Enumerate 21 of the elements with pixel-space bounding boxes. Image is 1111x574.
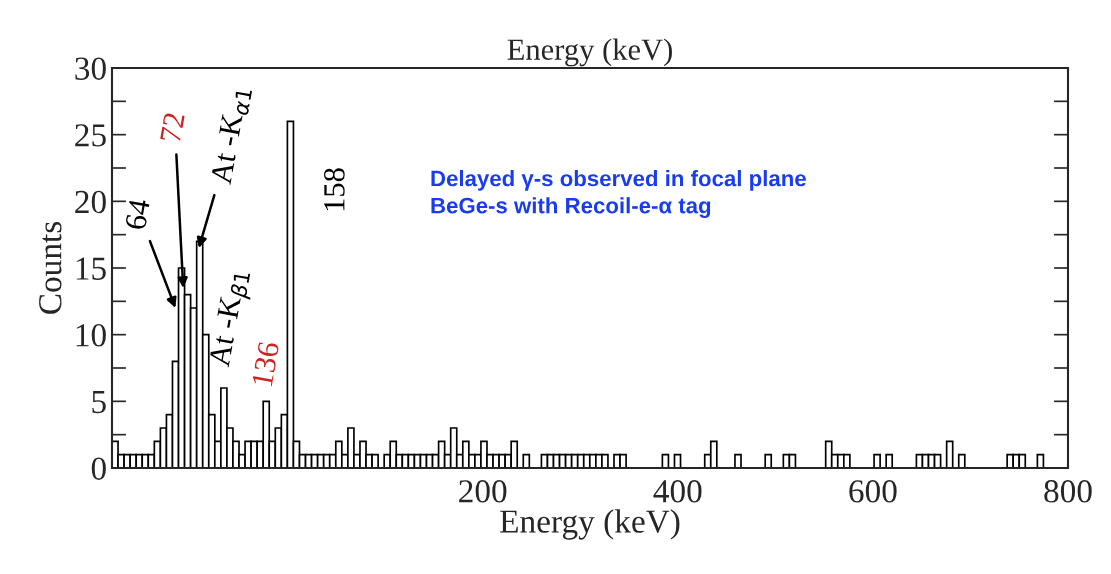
annotation: 136 [251, 341, 280, 387]
annotation: At -K$_{α1}$ [210, 86, 253, 186]
y-tick-label: 20 [75, 190, 106, 214]
x-tick-label: 800 [1044, 480, 1092, 503]
annotation: 64 [124, 198, 151, 231]
y-tick-label: 5 [92, 391, 106, 414]
x-tick-label: 200 [459, 480, 507, 503]
x-tick-label: 600 [849, 480, 897, 503]
annotation: Delayed γ-s observed in focal plane BeGe-s with Recoil-e-α tag [431, 170, 806, 218]
x-axis-title: Energy (keV) [500, 509, 680, 540]
chart-title: Energy (keV) [507, 38, 672, 67]
y-tick-label: 0 [91, 457, 106, 480]
y-tick-label: 25 [75, 124, 106, 147]
y-tick-label: 15 [76, 257, 106, 280]
y-tick-label: 30 [75, 57, 106, 80]
x-tick-label: 400 [653, 480, 702, 503]
annotation: 72 [160, 112, 185, 143]
annotation: At -K$_{β1}$ [208, 271, 253, 368]
y-axis-title: Counts [39, 221, 62, 314]
y-tick-label: 10 [76, 324, 106, 347]
annotation: 158 [324, 168, 345, 211]
